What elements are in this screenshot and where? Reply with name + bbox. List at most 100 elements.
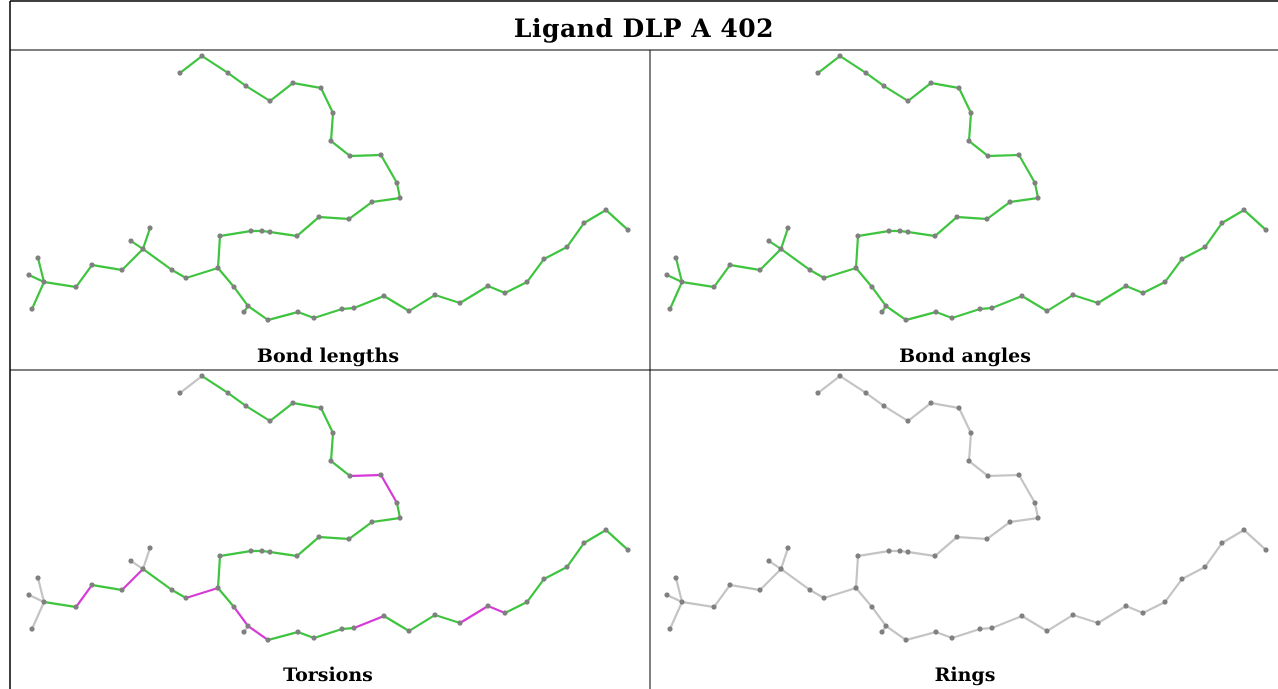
bond (370, 516, 402, 524)
bond (870, 285, 888, 308)
bond (347, 200, 374, 221)
atom (128, 558, 134, 564)
atom (933, 629, 939, 635)
atom (397, 195, 403, 201)
bond (268, 230, 299, 238)
atom (231, 284, 237, 290)
bond (120, 247, 145, 272)
atom (667, 306, 673, 312)
atom (346, 216, 352, 222)
atom (485, 603, 491, 609)
atom (351, 305, 357, 311)
bond (525, 257, 546, 284)
atom (564, 564, 570, 570)
bond (200, 374, 230, 395)
atom (863, 390, 869, 396)
atom (897, 548, 903, 554)
atom (1162, 599, 1168, 605)
atom (217, 553, 223, 559)
atom (807, 267, 813, 273)
atom (89, 582, 95, 588)
bond (985, 520, 1012, 541)
atom (679, 279, 685, 285)
bond (758, 567, 783, 592)
atom (140, 246, 146, 252)
atom (316, 214, 322, 220)
atom (328, 138, 334, 144)
bond (246, 304, 270, 322)
bond (856, 229, 891, 238)
atom (311, 635, 317, 641)
bond (90, 583, 124, 592)
atom (369, 519, 375, 525)
atom (457, 300, 463, 306)
atom (968, 110, 974, 116)
atom (1095, 620, 1101, 626)
atom (897, 228, 903, 234)
atom (1263, 227, 1269, 233)
bond (141, 247, 174, 272)
bond (864, 71, 886, 88)
atom (294, 553, 300, 559)
bond (990, 294, 1024, 310)
atom (869, 284, 875, 290)
atom (330, 110, 336, 116)
bond (226, 391, 248, 408)
bond (1141, 600, 1167, 615)
bond (74, 583, 94, 609)
atom (968, 430, 974, 436)
atom (1019, 293, 1025, 299)
bond (904, 310, 938, 322)
atom (815, 70, 821, 76)
atom (432, 612, 438, 618)
atom (169, 587, 175, 593)
atom (215, 265, 221, 271)
atom (564, 244, 570, 250)
bond (674, 256, 684, 284)
atom (267, 418, 273, 424)
atom (1007, 519, 1013, 525)
atom (485, 283, 491, 289)
atom (989, 625, 995, 631)
atom (881, 403, 887, 409)
atom (381, 613, 387, 619)
atom (883, 623, 889, 629)
bond (990, 614, 1024, 630)
atom (932, 233, 938, 239)
bond (120, 567, 145, 592)
bond (604, 528, 630, 552)
atom (977, 306, 983, 312)
bond (854, 234, 860, 270)
bond (317, 215, 351, 221)
bond (565, 221, 586, 249)
atom (603, 527, 609, 533)
bond (967, 459, 990, 478)
bond (295, 215, 321, 238)
atom (933, 309, 939, 315)
bond (27, 273, 46, 284)
atom (243, 83, 249, 89)
atom (248, 548, 254, 554)
bond (379, 473, 399, 505)
atom (956, 405, 962, 411)
atom (863, 70, 869, 76)
bond (779, 247, 812, 272)
bond (955, 215, 989, 221)
bond (822, 586, 858, 600)
bond (1180, 245, 1207, 261)
bond (244, 84, 272, 103)
atom (1140, 290, 1146, 296)
atom (394, 500, 400, 506)
atom (1140, 610, 1146, 616)
bond (246, 624, 270, 642)
atom (328, 458, 334, 464)
bond (967, 111, 973, 143)
bond (904, 630, 938, 642)
bond (565, 541, 586, 569)
atom (1241, 207, 1247, 213)
atom (785, 225, 791, 231)
atom (295, 309, 301, 315)
atom (673, 255, 679, 261)
atom (524, 599, 530, 605)
